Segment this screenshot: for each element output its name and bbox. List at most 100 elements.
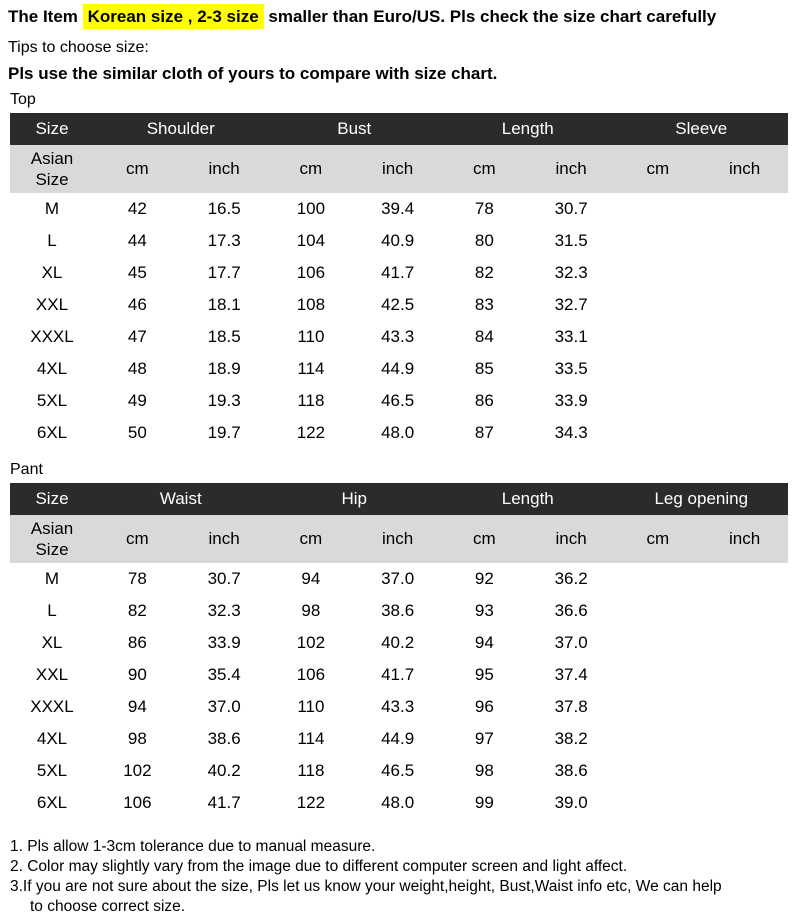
group-header-sleeve: Sleeve	[675, 119, 728, 138]
value-cell: 36.6	[554, 601, 588, 620]
value-cell: 43.3	[381, 327, 415, 346]
value-cell: 16.5	[207, 199, 241, 218]
value-cell: 118	[297, 391, 325, 410]
value-cell: 92	[474, 569, 494, 588]
value-cell: 38.6	[207, 729, 241, 748]
value-cell: 46.5	[381, 761, 415, 780]
value-cell: 37.0	[207, 697, 241, 716]
value-cell: 106	[296, 263, 326, 282]
size-tables-container: Top Size Shoulder Bust Length Sleeve Asian Size…	[8, 91, 788, 819]
value-cell: 39.4	[381, 199, 415, 218]
header-row: Size Waist Hip Length Leg opening	[10, 483, 788, 515]
value-cell: 82	[127, 601, 147, 620]
value-cell: 98	[474, 761, 494, 780]
size-row-5xl: 5XL 102 40.2 118 46.5 98 38.6	[10, 755, 788, 787]
corner-header-size: Size	[35, 489, 69, 508]
value-cell: 48.0	[381, 423, 415, 442]
footnotes: 1. Pls allow 1-3cm tolerance due to manu…	[10, 837, 788, 917]
value-cell: 86	[127, 633, 147, 652]
footnote-line: to choose correct size.	[30, 898, 186, 915]
value-cell: 30.7	[554, 199, 588, 218]
size-row-4xl: 4XL 48 18.9 114 44.9 85 33.5	[10, 353, 788, 385]
value-cell: 34.3	[554, 423, 588, 442]
value-cell: 42.5	[381, 295, 415, 314]
value-cell: 100	[296, 199, 326, 218]
value-cell: 98	[301, 601, 321, 620]
unit-header-inch: inch	[729, 529, 761, 548]
unit-header-inch: inch	[729, 159, 761, 178]
size-table-top: Size Shoulder Bust Length Sleeve Asian Size cm i…	[10, 113, 788, 449]
value-cell: 80	[474, 231, 494, 250]
unit-header-cm: cm	[473, 529, 496, 548]
value-cell: 104	[296, 231, 326, 250]
size-cell: XXL	[35, 295, 69, 314]
value-cell	[615, 627, 702, 659]
corner-subheader-line: Asian	[30, 519, 74, 538]
section-label-top: Top	[10, 91, 36, 108]
value-cell	[615, 755, 702, 787]
value-cell: 36.2	[554, 569, 588, 588]
size-cell: L	[47, 601, 57, 620]
value-cell	[701, 755, 788, 787]
value-cell: 96	[474, 697, 494, 716]
size-cell: XL	[41, 633, 63, 652]
value-cell: 44	[127, 231, 147, 250]
value-cell: 33.9	[554, 391, 588, 410]
value-cell: 78	[474, 199, 494, 218]
value-cell: 37.8	[554, 697, 588, 716]
corner-header-size: Size	[35, 119, 69, 138]
value-cell: 33.5	[554, 359, 588, 378]
tips-instruction: Pls use the similar cloth of yours to co…	[8, 64, 498, 83]
title-suffix: smaller than Euro/US. Pls check the size…	[263, 7, 717, 26]
table-head: Size Waist Hip Length Leg opening Asian Size cm…	[10, 483, 788, 563]
unit-header-inch: inch	[382, 159, 414, 178]
value-cell: 94	[474, 633, 494, 652]
value-cell: 18.9	[207, 359, 241, 378]
value-cell	[615, 723, 702, 755]
value-cell: 102	[123, 761, 152, 780]
value-cell: 18.1	[207, 295, 241, 314]
value-cell: 122	[296, 793, 326, 812]
size-row-m: M 42 16.5 100 39.4 78 30.7	[10, 193, 788, 225]
value-cell	[615, 289, 702, 321]
size-row-l: L 44 17.3 104 40.9 80 31.5	[10, 225, 788, 257]
footnote-line: 3.If you are not sure about the size, Pl…	[10, 878, 722, 895]
value-cell: 18.5	[207, 327, 241, 346]
corner-subheader-line: Size	[35, 170, 69, 189]
value-cell: 94	[127, 697, 147, 716]
value-cell: 38.6	[554, 761, 588, 780]
value-cell: 90	[127, 665, 147, 684]
value-cell: 37.0	[381, 569, 415, 588]
value-cell: 44.9	[381, 359, 415, 378]
size-table-pant: Size Waist Hip Length Leg opening Asian Size cm…	[10, 483, 788, 819]
value-cell	[615, 563, 702, 595]
value-cell	[615, 193, 702, 225]
value-cell	[615, 595, 702, 627]
unit-header-cm: cm	[646, 529, 670, 548]
size-row-xl: XL 86 33.9 102 40.2 94 37.0	[10, 627, 788, 659]
value-cell: 98	[127, 729, 147, 748]
size-cell: 6XL	[36, 423, 68, 442]
value-cell: 122	[296, 423, 326, 442]
value-cell	[701, 659, 788, 691]
value-cell	[701, 417, 788, 449]
value-cell: 45	[127, 263, 147, 282]
group-header-waist: Waist	[159, 489, 202, 508]
size-cell: L	[47, 231, 57, 250]
table-body: M 78 30.7 94 37.0 92 36.2 L 82 32.3 98 38.6 93 36.6 XL…	[10, 563, 788, 819]
group-header-length: Length	[501, 119, 554, 138]
group-header-hip: Hip	[341, 489, 367, 508]
group-header-length: Length	[501, 489, 554, 508]
unit-header-cm: cm	[126, 159, 149, 178]
value-cell: 110	[297, 697, 325, 716]
value-cell: 37.0	[554, 633, 588, 652]
value-cell	[701, 563, 788, 595]
size-row-5xl: 5XL 49 19.3 118 46.5 86 33.9	[10, 385, 788, 417]
unit-header-cm: cm	[299, 159, 323, 178]
value-cell: 83	[474, 295, 494, 314]
subheader-row: Asian Size cm inch cm inch cm inch cm inch	[10, 515, 788, 563]
size-cell: M	[44, 569, 60, 588]
unit-header-inch: inch	[208, 529, 240, 548]
value-cell: 50	[127, 423, 147, 442]
